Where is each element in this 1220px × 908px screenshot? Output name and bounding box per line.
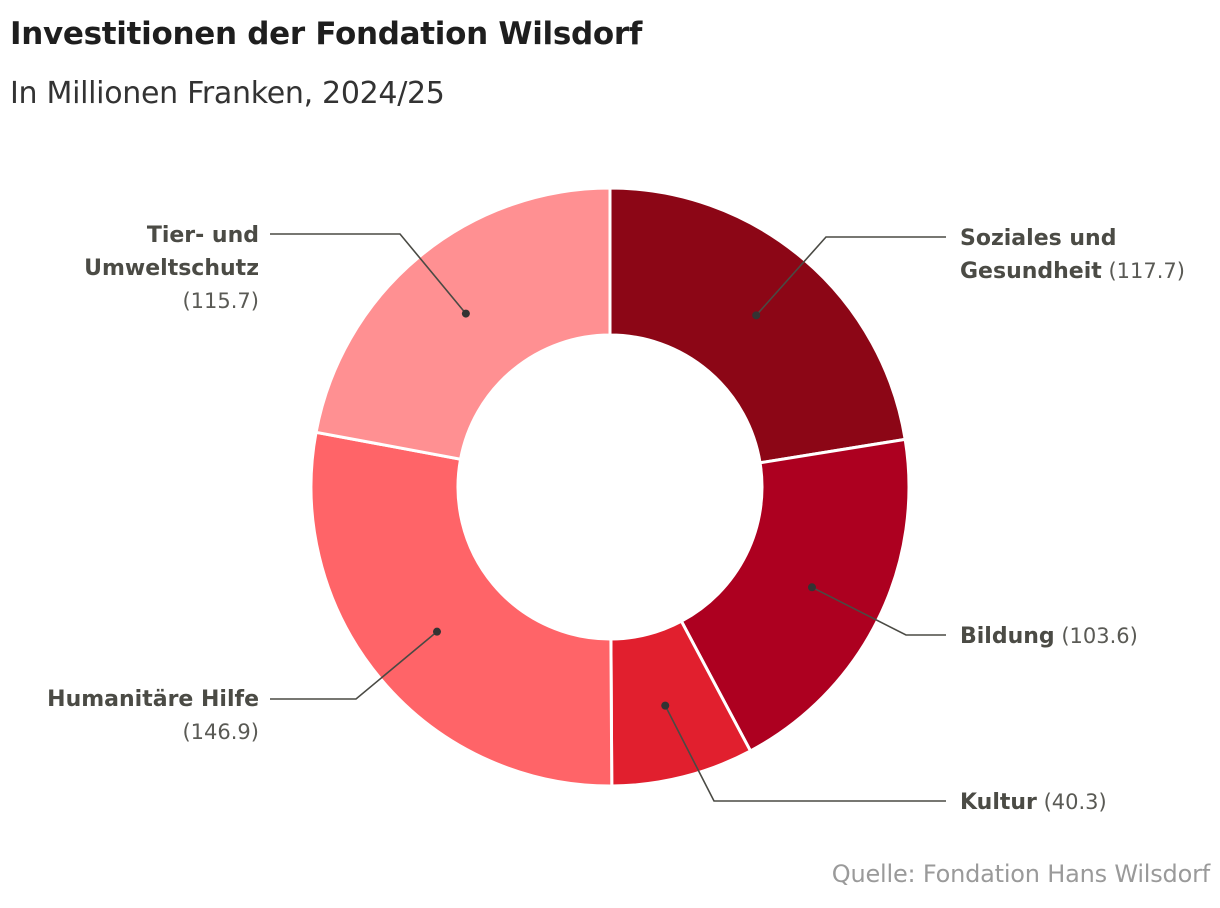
label-humanitaere-hilfe: Humanitäre Hilfe (146.9) [47, 687, 259, 744]
leader-line-humanitaere-hilfe [270, 631, 438, 700]
slice-bildung [679, 437, 911, 753]
label-name-line: Humanitäre Hilfe [47, 687, 259, 712]
leader-dot-bildung [807, 583, 816, 592]
label-value: (115.7) [182, 289, 259, 313]
chart-title: Investitionen der Fondation Wilsdorf [10, 16, 643, 52]
label-value: (40.3) [1037, 790, 1107, 814]
label-value: (146.9) [182, 720, 259, 744]
label-name-line: Kultur [960, 790, 1037, 815]
label-name-line: Bildung [960, 624, 1055, 649]
leader-dot-tier-und-umweltschutz [461, 309, 470, 318]
label-name-line: Soziales und [960, 226, 1116, 251]
leader-line-bildung [811, 586, 946, 636]
label-kultur: Kultur (40.3) [960, 790, 1107, 815]
leader-dot-kultur [661, 701, 670, 710]
label-name-line: Tier- und [147, 223, 259, 248]
slice-labels: Soziales und Gesundheit (117.7) Bildung (1… [47, 223, 1185, 815]
label-name-line: Gesundheit [960, 259, 1102, 284]
slice-tier-und-umweltschutz [314, 186, 612, 461]
donut-slices [309, 186, 911, 788]
label-tier-und-umweltschutz: Tier- und Umweltschutz (115.7) [84, 223, 259, 313]
leader-line-kultur [664, 705, 946, 802]
label-bildung: Bildung (103.6) [960, 624, 1138, 649]
slice-soziales-und-gesundheit [608, 186, 907, 465]
label-soziales-und-gesundheit: Soziales und Gesundheit (117.7) [960, 226, 1185, 284]
label-name-line: Umweltschutz [84, 256, 259, 281]
leader-lines [270, 233, 946, 802]
chart-source: Quelle: Fondation Hans Wilsdorf [831, 860, 1210, 888]
leader-dot-soziales-und-gesundheit [752, 311, 761, 320]
leader-line-soziales-und-gesundheit [755, 236, 946, 316]
slice-humanitaere-hilfe [309, 430, 614, 788]
leader-line-tier-und-umweltschutz [270, 233, 467, 315]
label-value: (117.7) [1102, 259, 1185, 283]
leader-dot-humanitaere-hilfe [433, 627, 442, 636]
chart-subtitle: In Millionen Franken, 2024/25 [10, 76, 445, 111]
label-value: (103.6) [1055, 624, 1138, 648]
